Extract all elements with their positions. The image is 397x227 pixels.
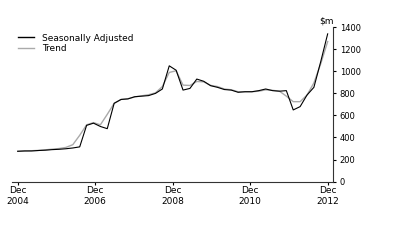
Legend: Seasonally Adjusted, Trend: Seasonally Adjusted, Trend [16, 32, 135, 55]
Text: $m: $m [319, 17, 333, 26]
